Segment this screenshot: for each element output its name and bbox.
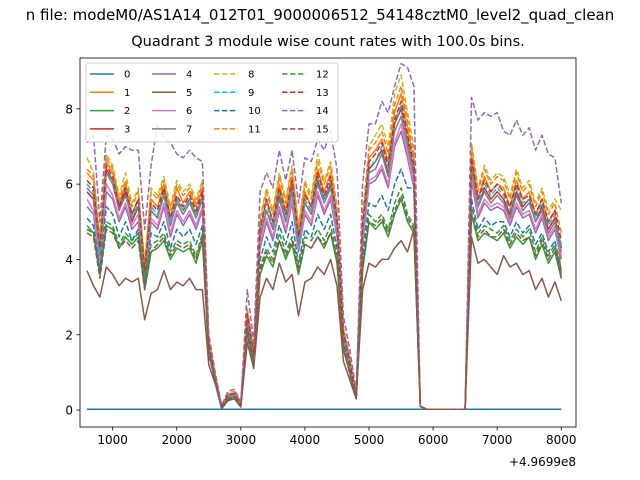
x-tick-label: 8000 [546,433,577,447]
x-tick-label: 7000 [482,433,513,447]
legend-label-2: 2 [124,106,130,117]
plot-frame [79,57,577,428]
x-tick-label: 1000 [97,433,128,447]
series-line-12 [86,187,563,411]
y-tick-label: 8 [65,102,73,116]
y-tick-label: 0 [65,404,73,418]
x-tick-label: 3000 [226,433,257,447]
legend-label-7: 7 [186,124,192,135]
y-tick-label: 2 [65,328,73,342]
y-tick-label: 6 [65,178,73,192]
series-line-15 [86,194,563,411]
series-line-4 [86,130,563,411]
legend-label-11: 11 [248,124,261,135]
x-axis-offset-label: +4.9699e8 [509,455,576,469]
x-tick-label: 5000 [354,433,385,447]
x-tick-label: 4000 [290,433,321,447]
series-line-10 [86,168,563,411]
legend-label-14: 14 [316,106,329,117]
series-line-11 [86,85,563,411]
x-tick-label: 2000 [161,433,192,447]
series-line-13 [86,100,563,411]
legend-label-13: 13 [316,88,329,99]
legend-label-8: 8 [248,70,254,81]
legend-label-10: 10 [248,106,261,117]
x-axis-ticks: 1000 2000 3000 4000 5000 6000 7000 8000 [97,427,577,447]
series-line-5 [86,228,563,411]
series-line-2 [86,198,563,411]
legend-label-9: 9 [248,88,254,99]
y-tick-label: 4 [65,253,73,267]
legend-label-1: 1 [124,88,130,99]
figure-suptitle: n file: modeM0/AS1A14_012T01_9000006512_… [25,6,615,24]
legend-label-12: 12 [316,70,329,81]
series-line-9 [86,104,563,411]
legend-box [85,62,339,143]
legend-label-15: 15 [316,124,329,135]
series-line-1 [86,93,563,411]
legend-label-4: 4 [186,70,192,81]
legend-label-5: 5 [186,88,192,99]
series-line-8 [86,74,562,411]
legend-label-3: 3 [124,124,130,135]
legend-label-0: 0 [124,70,130,81]
series-line-6 [86,123,563,411]
series-line-7 [86,115,563,411]
series-lines [86,62,563,411]
chart-title: Quadrant 3 module wise count rates with … [131,34,525,50]
legend-label-6: 6 [186,106,192,117]
series-line-3 [86,108,563,411]
y-axis-ticks: 0 2 4 6 8 [65,102,80,418]
x-tick-label: 6000 [418,433,449,447]
